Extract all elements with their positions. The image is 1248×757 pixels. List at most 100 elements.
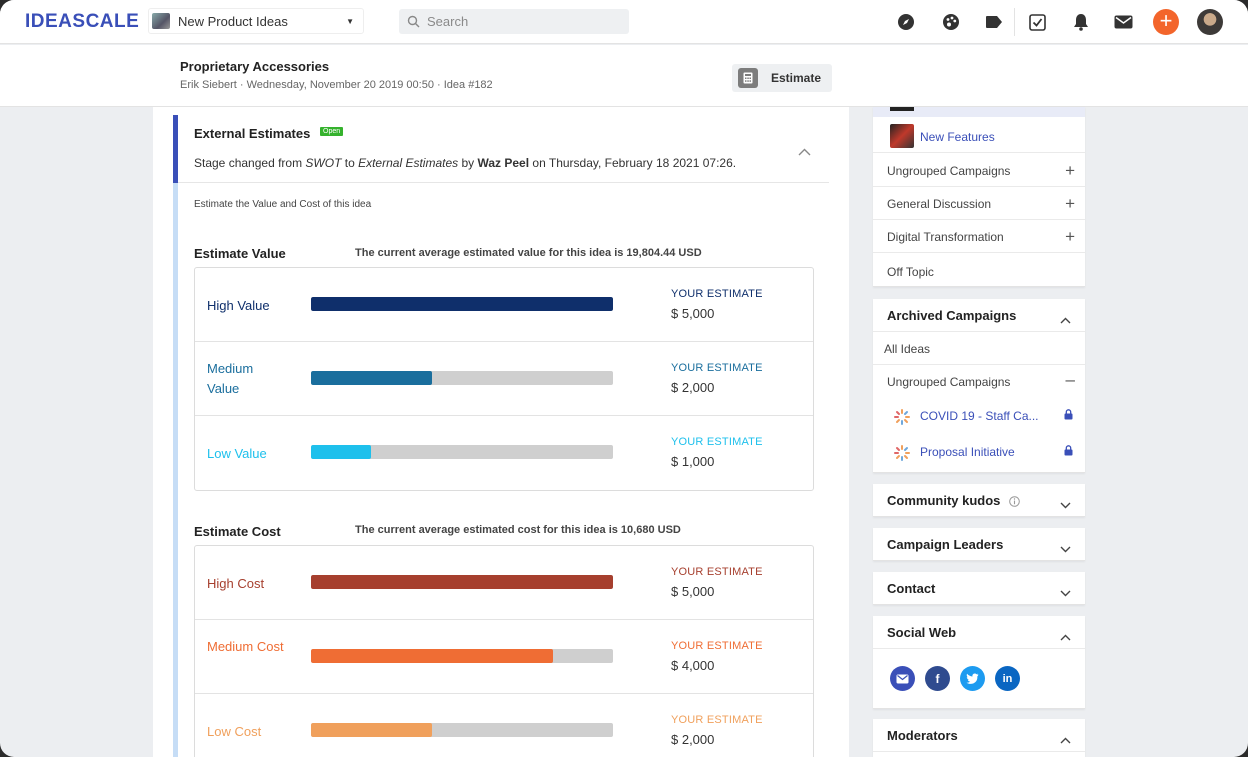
estimate-value-label: Estimate Value xyxy=(194,246,286,261)
add-icon[interactable]: + xyxy=(1153,9,1179,35)
panel-title: Community kudos xyxy=(887,493,1001,508)
estimate-row-label: High Cost xyxy=(207,576,265,591)
bell-icon[interactable] xyxy=(1071,12,1091,32)
expand-icon: + xyxy=(1065,194,1075,213)
palette-icon[interactable] xyxy=(941,12,961,32)
group-ungrouped-campaigns-archived[interactable]: Ungrouped Campaigns – xyxy=(887,370,1075,389)
lock-icon xyxy=(1064,409,1073,420)
campaign-name: Proposal Initiative xyxy=(920,445,1015,459)
community-selector[interactable]: New Product Ideas ▼ xyxy=(148,8,364,34)
campaign-proposal-initiative[interactable]: Proposal Initiative xyxy=(873,434,1085,470)
collapse-icon: – xyxy=(1065,370,1075,389)
campaign-thumbnail xyxy=(890,124,914,148)
search-box[interactable] xyxy=(399,9,629,34)
top-nav: IDEASCALE New Product Ideas ▼ + xyxy=(0,0,1248,44)
estimate-cost-average: The current average estimated cost for t… xyxy=(355,524,681,536)
contact-panel[interactable]: Contact xyxy=(873,572,1085,605)
email-share-icon[interactable] xyxy=(890,666,915,691)
estimate-slider[interactable] xyxy=(311,297,613,311)
campaign-name: New Features xyxy=(920,130,995,144)
expand-icon: + xyxy=(1065,227,1075,246)
group-general-discussion[interactable]: General Discussion + xyxy=(873,187,1085,220)
idea-title[interactable]: Proprietary Accessories xyxy=(180,59,330,74)
archived-campaigns-panel: Archived Campaigns All Ideas Ungrouped C… xyxy=(873,299,1085,473)
nav-divider xyxy=(1014,8,1015,36)
twitter-icon[interactable] xyxy=(960,666,985,691)
cost-estimate-box: High Cost YOUR ESTIMATE $ 5,000 Medium C… xyxy=(194,545,814,757)
campaign-new-features[interactable]: New Features xyxy=(873,119,1085,153)
search-input[interactable] xyxy=(427,14,607,29)
campaign-covid-19[interactable]: COVID 19 - Staff Ca... xyxy=(873,398,1085,434)
estimate-slider-fill xyxy=(311,649,553,663)
social-web-header[interactable]: Social Web xyxy=(873,616,1085,649)
tag-icon[interactable] xyxy=(984,12,1004,32)
group-ungrouped-campaigns[interactable]: Ungrouped Campaigns + xyxy=(873,154,1085,187)
estimate-row-medium-value: Medium Value YOUR ESTIMATE $ 2,000 xyxy=(195,342,813,416)
estimate-row-high-value: High Value YOUR ESTIMATE $ 5,000 xyxy=(195,268,813,342)
your-estimate-amount: $ 4,000 xyxy=(671,658,715,673)
estimate-slider[interactable] xyxy=(311,445,613,459)
stage-accent-light xyxy=(173,183,178,757)
estimate-slider-fill xyxy=(311,575,613,589)
avatar[interactable] xyxy=(1197,9,1223,35)
chevron-down-icon xyxy=(1060,584,1071,602)
mail-icon[interactable] xyxy=(1113,12,1133,32)
compass-icon[interactable] xyxy=(896,12,916,32)
chevron-up-icon[interactable] xyxy=(798,143,811,161)
campaign-leaders-panel[interactable]: Campaign Leaders xyxy=(873,528,1085,561)
estimate-button[interactable]: Estimate xyxy=(732,64,832,92)
estimate-slider[interactable] xyxy=(311,649,613,663)
status-badge: Open xyxy=(320,127,344,136)
chevron-up-icon xyxy=(1060,731,1071,749)
estimate-row-label: Low Cost xyxy=(207,724,262,739)
estimate-row-medium-cost: Medium Cost YOUR ESTIMATE $ 4,000 xyxy=(195,620,813,694)
estimate-row-label: Low Value xyxy=(207,446,267,461)
chevron-up-icon xyxy=(1060,311,1071,329)
campaign-name: COVID 19 - Staff Ca... xyxy=(920,409,1039,423)
estimate-slider[interactable] xyxy=(311,723,613,737)
stage-accent xyxy=(173,115,178,183)
campaigns-panel: New Features Ungrouped Campaigns + Genera… xyxy=(873,107,1085,287)
estimate-row-label: High Value xyxy=(207,298,270,313)
estimate-slider-fill xyxy=(311,445,372,459)
group-digital-transformation[interactable]: Digital Transformation + xyxy=(873,220,1085,253)
search-icon xyxy=(407,15,420,28)
your-estimate-amount: $ 2,000 xyxy=(671,380,715,395)
all-ideas-link[interactable]: All Ideas xyxy=(873,332,1085,365)
info-icon[interactable] xyxy=(1009,494,1020,512)
estimate-slider[interactable] xyxy=(311,575,613,589)
your-estimate-label: YOUR ESTIMATE xyxy=(671,714,763,726)
idea-header: Proprietary Accessories Erik Siebert · W… xyxy=(0,45,1248,107)
facebook-icon[interactable]: f xyxy=(925,666,950,691)
panel-title: Moderators xyxy=(887,728,958,743)
estimate-cost-label: Estimate Cost xyxy=(194,524,281,539)
estimate-slider[interactable] xyxy=(311,371,613,385)
campaign-thumbnail xyxy=(890,107,914,111)
chevron-up-icon xyxy=(1060,628,1071,646)
logo[interactable]: IDEASCALE xyxy=(25,11,140,32)
archived-campaigns-header[interactable]: Archived Campaigns xyxy=(873,299,1085,332)
group-off-topic[interactable]: Off Topic xyxy=(887,265,934,279)
moderators-panel: Moderators xyxy=(873,719,1085,757)
social-links: f in xyxy=(873,649,1085,709)
chevron-down-icon xyxy=(1060,540,1071,558)
chevron-down-icon xyxy=(1060,496,1071,514)
estimate-slider-fill xyxy=(311,297,613,311)
estimate-slider-fill xyxy=(311,371,432,385)
linkedin-icon[interactable]: in xyxy=(995,666,1020,691)
stage-title: External Estimates xyxy=(194,126,311,141)
your-estimate-amount: $ 5,000 xyxy=(671,584,715,599)
lock-icon xyxy=(1064,445,1073,456)
stage-change-text: Stage changed from SWOT to External Esti… xyxy=(194,156,737,170)
checkbox-icon[interactable] xyxy=(1027,12,1047,32)
estimate-row-label: Medium Value xyxy=(207,361,254,396)
moderators-header[interactable]: Moderators xyxy=(873,719,1085,752)
panel-title: Contact xyxy=(887,581,936,596)
social-web-panel: Social Web f in xyxy=(873,616,1085,709)
stage-panel: External Estimates Open Stage changed fr… xyxy=(178,115,829,183)
community-kudos-panel[interactable]: Community kudos xyxy=(873,484,1085,517)
calculator-icon xyxy=(738,68,758,88)
estimate-row-high-cost: High Cost YOUR ESTIMATE $ 5,000 xyxy=(195,546,813,620)
estimate-row-low-value: Low Value YOUR ESTIMATE $ 1,000 xyxy=(195,416,813,490)
